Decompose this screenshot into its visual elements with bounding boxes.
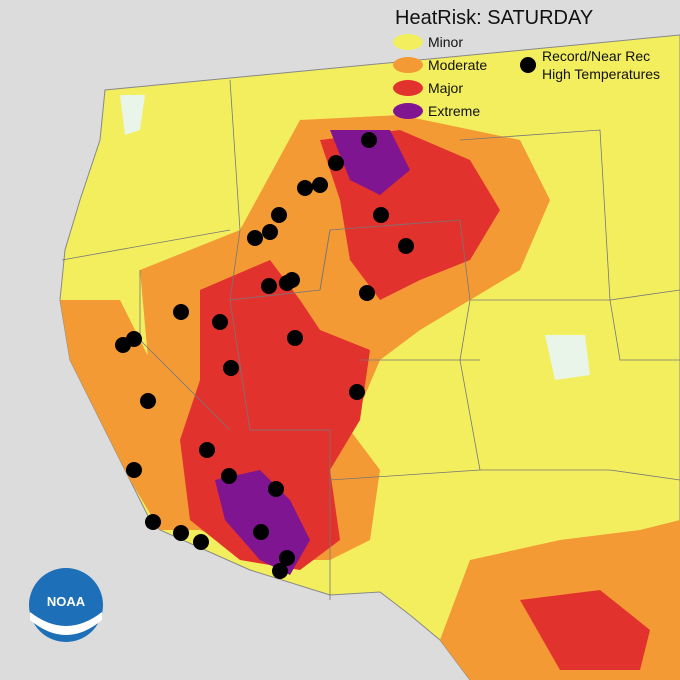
record-marker (398, 238, 414, 254)
major-area (520, 590, 650, 670)
record-marker (247, 230, 263, 246)
record-marker (223, 360, 239, 376)
record-marker (173, 525, 189, 541)
map-title: HeatRisk: SATURDAY (395, 7, 593, 29)
record-marker (312, 177, 328, 193)
record-marker (173, 304, 189, 320)
record-marker (272, 563, 288, 579)
record-marker (279, 275, 295, 291)
record-marker (373, 207, 389, 223)
record-markers (115, 132, 414, 579)
noaa-logo: NOAA (29, 568, 103, 642)
extreme-area (330, 130, 410, 195)
no-data-area (545, 335, 590, 380)
legend-label: Minor (428, 34, 463, 50)
record-marker (126, 462, 142, 478)
record-marker (271, 207, 287, 223)
legend-swatch (393, 80, 423, 96)
no-data-area (120, 95, 145, 135)
state-lines (61, 79, 680, 600)
record-marker (145, 514, 161, 530)
legend-label: Moderate (428, 57, 487, 73)
legend-items: Minor Moderate Major Extreme (393, 34, 487, 119)
record-marker (287, 330, 303, 346)
record-marker (359, 285, 375, 301)
record-legend-marker (520, 57, 536, 73)
record-marker (328, 155, 344, 171)
legend-swatch (393, 103, 423, 119)
record-marker (140, 393, 156, 409)
record-marker (349, 384, 365, 400)
legend-swatch (393, 57, 423, 73)
record-marker (199, 442, 215, 458)
record-marker (262, 224, 278, 240)
logo-text: NOAA (47, 594, 86, 609)
moderate-area (60, 300, 200, 530)
record-marker (361, 132, 377, 148)
record-legend-label: Record/Near Rec (542, 48, 650, 64)
record-marker (268, 481, 284, 497)
legend-label: Major (428, 80, 463, 96)
record-marker (212, 314, 228, 330)
land (59, 34, 680, 680)
record-marker (261, 278, 277, 294)
record-marker (253, 524, 269, 540)
record-marker (115, 337, 131, 353)
record-marker (279, 550, 295, 566)
record-marker (221, 468, 237, 484)
record-marker (297, 180, 313, 196)
record-legend-label: High Temperatures (542, 66, 660, 82)
legend-label: Extreme (428, 103, 480, 119)
extreme-area (215, 470, 310, 575)
record-marker (193, 534, 209, 550)
legend: HeatRisk: SATURDAY Minor Moderate Major Ext… (393, 7, 660, 119)
logo-wave (30, 612, 102, 635)
legend-swatch (393, 34, 423, 50)
